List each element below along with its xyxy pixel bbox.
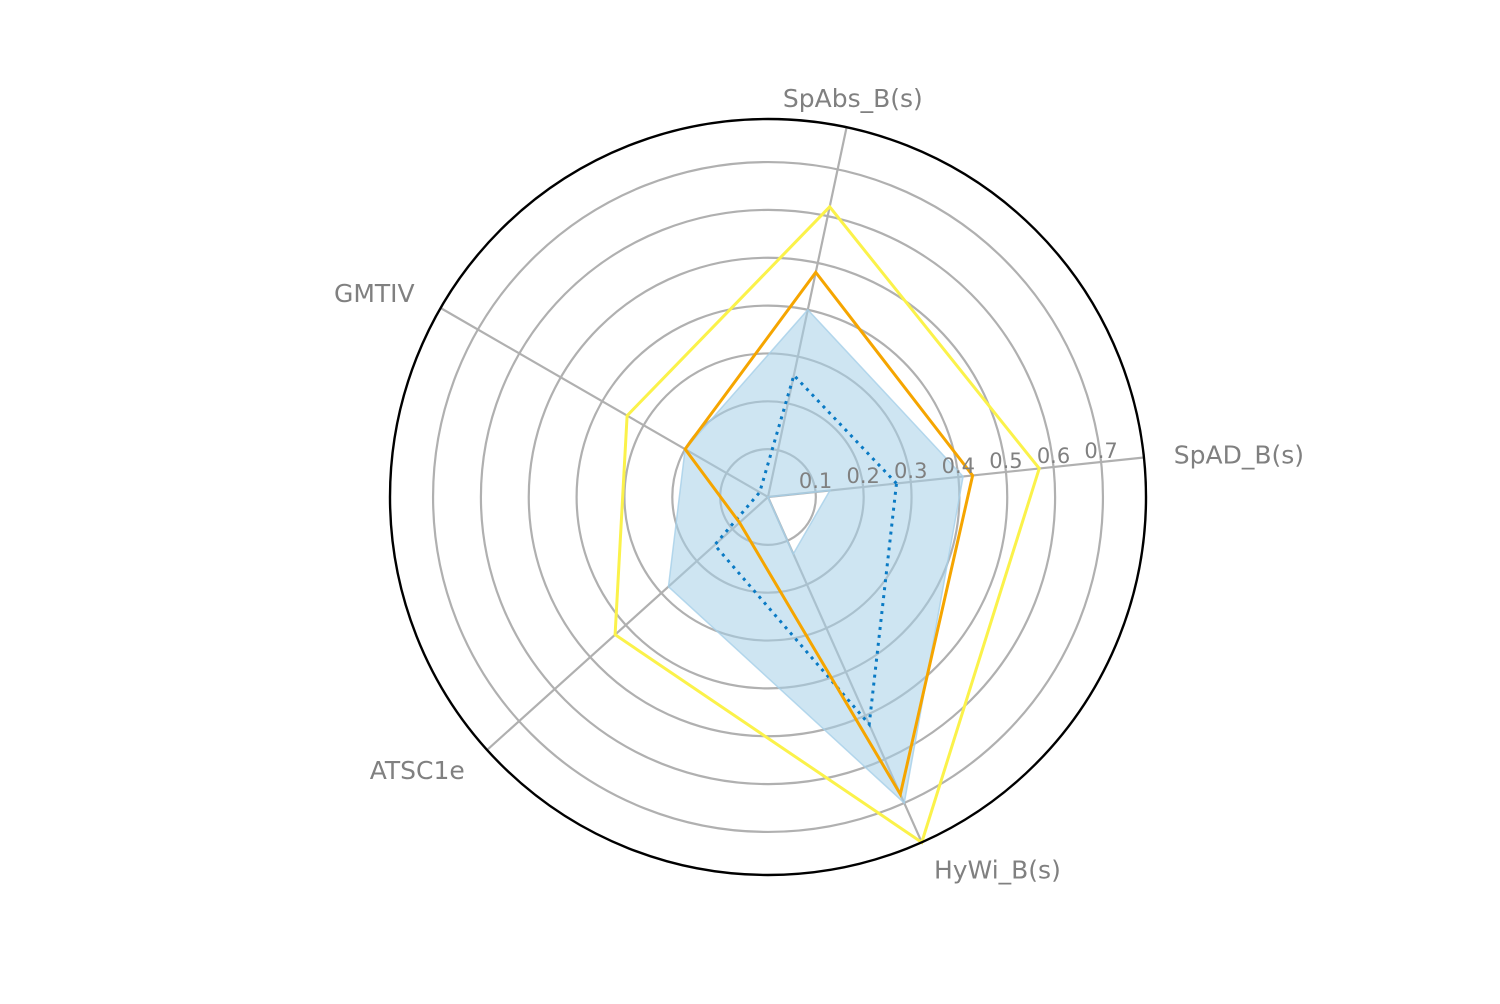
range-band xyxy=(667,308,964,805)
r-tick-label-7: 0.7 xyxy=(1084,439,1117,463)
r-tick-label-2: 0.2 xyxy=(846,464,879,488)
series-line-2 xyxy=(683,269,975,799)
r-tick-label-3: 0.3 xyxy=(894,459,927,483)
axis-labels: SpAD_B(s) SpAbs_B(s) GMTIV ATSC1e HyWi_B(s) xyxy=(334,84,1304,885)
axis-label-2: SpAbs_B(s) xyxy=(783,84,923,113)
series-layer xyxy=(613,204,1041,845)
grid-circle-7 xyxy=(431,160,1105,834)
r-tick-label-6: 0.6 xyxy=(1037,444,1070,468)
grid-circle-6 xyxy=(479,208,1057,786)
axis-label-4: ATSC1e xyxy=(370,756,465,785)
r-tick-label-5: 0.5 xyxy=(989,449,1022,473)
grid-circle-5 xyxy=(527,256,1009,738)
axis-label-3: GMTIV xyxy=(334,279,415,308)
outer-circle xyxy=(388,117,1148,877)
series-line-3 xyxy=(613,204,1041,845)
r-tick-label-1: 0.1 xyxy=(799,469,832,493)
r-tick-label-4: 0.4 xyxy=(942,454,975,478)
radial-tick-labels: 0.1 0.2 0.3 0.4 0.5 0.6 0.7 xyxy=(799,439,1118,493)
outer-frame xyxy=(388,117,1148,877)
axis-label-1: SpAD_B(s) xyxy=(1174,440,1304,469)
range-band-layer xyxy=(667,308,964,805)
axis-label-5: HyWi_B(s) xyxy=(934,856,1061,885)
